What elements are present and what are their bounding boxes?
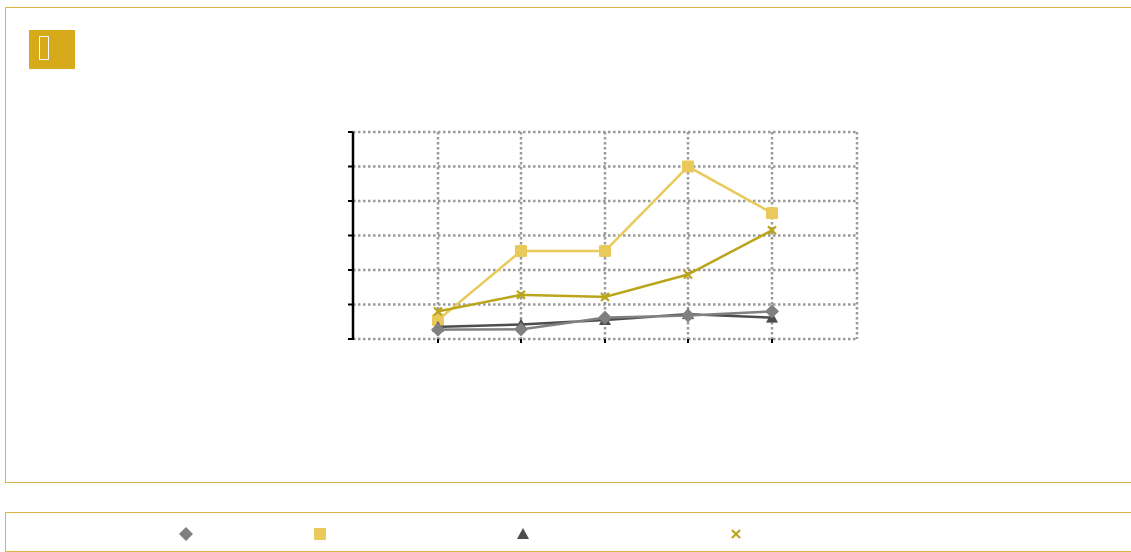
legend-symbol-2 [314,528,326,540]
series-2 [432,160,778,327]
legend-symbol-4 [731,529,741,539]
series-1-point-2 [514,322,528,337]
legend-panel [5,512,1131,552]
series-4 [433,225,777,317]
page-icon [39,36,49,60]
header-badge [29,30,75,69]
legend-symbol-3 [517,528,529,539]
series-4-point-5 [767,225,777,236]
series-4-point-3 [600,292,610,302]
chart-axes [348,131,773,343]
chart-grid [353,130,859,341]
legend-symbol-1 [179,527,193,541]
series-2-point-1 [432,314,444,327]
legend-marker-series-4 [728,526,744,542]
series-1-point-3 [598,310,612,325]
series-2-point-5 [766,207,778,220]
legend-marker-svg-4 [731,529,741,539]
legend-marker-series-1 [178,526,194,542]
legend-marker-svg-2 [314,528,326,540]
legend-marker-svg-3 [517,528,529,539]
series-4-point-4 [683,269,693,280]
legend-marker-series-3 [515,526,531,542]
series-4-point-1 [433,306,443,317]
series-4-point-2 [516,290,526,300]
series-1-point-1 [431,322,445,337]
line-chart [348,130,859,343]
series-1-point-5 [765,304,779,319]
series-2-point-3 [599,245,611,258]
chart-panel [5,7,1131,483]
series-2-point-4 [682,160,694,173]
series-1-point-4 [681,308,695,323]
legend-marker-series-2 [312,526,328,542]
series-2-point-2 [515,245,527,258]
legend-marker-svg-1 [179,527,193,541]
chart-series [431,160,779,337]
series-1 [431,304,779,337]
